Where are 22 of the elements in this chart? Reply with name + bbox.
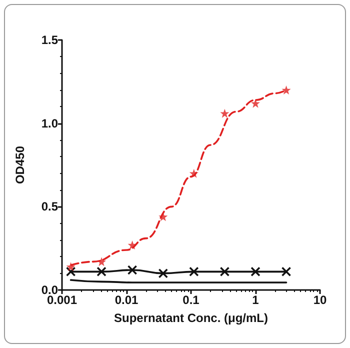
point [251,98,260,108]
point [281,266,292,277]
point [189,266,199,277]
x-tick-label: 0.1 [182,293,200,307]
y-axis-title: OD450 [13,146,27,184]
y-tick-label: 0.5 [41,200,58,214]
y-tick-label: 1.5 [41,33,58,47]
x-tick-label: 1 [252,293,260,307]
point [220,266,230,277]
point [220,108,230,118]
y-tick-label: 1.0 [41,116,58,130]
point [250,266,260,277]
point [282,86,291,94]
point [66,266,76,277]
x-tick-label: 0.01 [114,293,138,307]
point [66,262,76,272]
point [158,268,168,278]
point [189,168,198,178]
x-tick-label: 10 [313,293,327,307]
point [96,266,106,277]
point [127,265,138,275]
x-axis-title: Supernatant Conc. (μg/mL) [114,311,268,325]
